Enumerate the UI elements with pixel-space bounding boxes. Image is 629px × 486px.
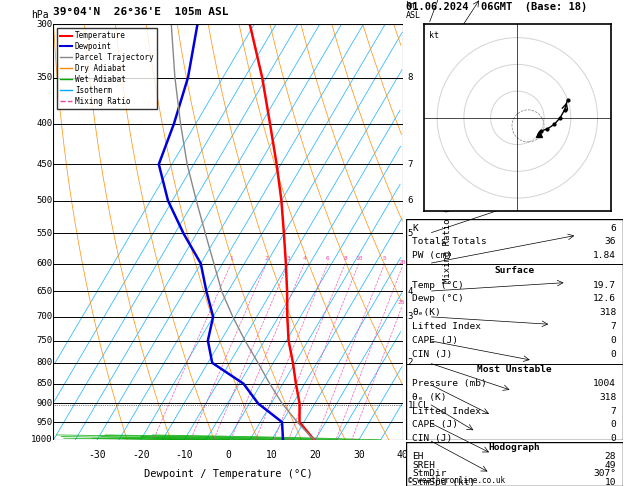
Text: 550: 550 (36, 229, 52, 238)
Text: 8: 8 (408, 73, 413, 82)
Text: 20: 20 (309, 450, 321, 460)
Text: -10: -10 (175, 450, 193, 460)
Text: 650: 650 (36, 287, 52, 295)
Text: -20: -20 (132, 450, 150, 460)
Text: 7: 7 (611, 322, 616, 331)
Text: θₑ(K): θₑ(K) (412, 308, 441, 317)
Legend: Temperature, Dewpoint, Parcel Trajectory, Dry Adiabat, Wet Adiabat, Isotherm, Mi: Temperature, Dewpoint, Parcel Trajectory… (57, 28, 157, 109)
Text: Totals Totals: Totals Totals (412, 238, 487, 246)
Text: 4: 4 (303, 257, 306, 261)
Text: 1004: 1004 (593, 379, 616, 388)
Text: 19.7: 19.7 (593, 280, 616, 290)
Text: Lifted Index: Lifted Index (412, 322, 481, 331)
Text: 318: 318 (599, 308, 616, 317)
Text: 1.84: 1.84 (593, 251, 616, 260)
Text: 850: 850 (36, 379, 52, 388)
Text: 25: 25 (398, 300, 405, 305)
Text: 3: 3 (408, 312, 413, 321)
Text: 450: 450 (36, 160, 52, 169)
Text: 700: 700 (36, 312, 52, 321)
Text: 1: 1 (229, 257, 233, 261)
Text: Hodograph: Hodograph (488, 443, 540, 452)
Text: 39°04'N  26°36'E  105m ASL: 39°04'N 26°36'E 105m ASL (53, 7, 229, 17)
Text: 0: 0 (611, 434, 616, 443)
Text: 8: 8 (343, 257, 347, 261)
Text: 1LCL: 1LCL (408, 401, 430, 410)
Text: EH: EH (412, 452, 424, 461)
Text: Dewp (°C): Dewp (°C) (412, 294, 464, 303)
Text: K: K (412, 224, 418, 233)
Text: CAPE (J): CAPE (J) (412, 336, 458, 345)
Text: -30: -30 (88, 450, 106, 460)
Text: 6: 6 (326, 257, 330, 261)
Text: 0: 0 (611, 420, 616, 429)
Text: 4: 4 (408, 287, 413, 295)
Text: CIN (J): CIN (J) (412, 349, 452, 359)
Text: 2: 2 (408, 358, 413, 367)
Text: 600: 600 (36, 259, 52, 268)
Text: 49: 49 (604, 461, 616, 469)
Text: 500: 500 (36, 196, 52, 205)
Text: 36: 36 (604, 238, 616, 246)
Text: 400: 400 (36, 119, 52, 128)
Text: StmDir: StmDir (412, 469, 447, 478)
Text: kt: kt (429, 31, 439, 40)
Text: 307°: 307° (593, 469, 616, 478)
Text: 900: 900 (36, 399, 52, 408)
Text: 6: 6 (408, 196, 413, 205)
Text: km
ASL: km ASL (406, 1, 421, 20)
Text: 800: 800 (36, 358, 52, 367)
Text: 350: 350 (36, 73, 52, 82)
Text: Most Unstable: Most Unstable (477, 365, 552, 374)
Text: 750: 750 (36, 336, 52, 345)
Text: 1000: 1000 (31, 435, 52, 444)
Text: 01.06.2024  06GMT  (Base: 18): 01.06.2024 06GMT (Base: 18) (406, 2, 587, 12)
Text: 40: 40 (397, 450, 408, 460)
Text: Pressure (mb): Pressure (mb) (412, 379, 487, 388)
Text: 20: 20 (398, 260, 406, 265)
Text: 10: 10 (266, 450, 277, 460)
Text: StmSpd (kt): StmSpd (kt) (412, 478, 476, 486)
Text: 300: 300 (36, 20, 52, 29)
Text: 6: 6 (611, 224, 616, 233)
Text: hPa: hPa (31, 10, 48, 20)
Text: 28: 28 (604, 452, 616, 461)
Text: © weatheronline.co.uk: © weatheronline.co.uk (408, 476, 504, 485)
Text: CAPE (J): CAPE (J) (412, 420, 458, 429)
Text: CIN (J): CIN (J) (412, 434, 452, 443)
Text: Mixing Ratio (g/kg): Mixing Ratio (g/kg) (443, 181, 452, 283)
Text: PW (cm): PW (cm) (412, 251, 452, 260)
Text: 0: 0 (611, 349, 616, 359)
Text: 7: 7 (611, 407, 616, 416)
Text: 318: 318 (599, 393, 616, 401)
Text: SREH: SREH (412, 461, 435, 469)
Text: 0: 0 (225, 450, 231, 460)
Text: 30: 30 (353, 450, 365, 460)
Text: 5: 5 (408, 229, 413, 238)
Text: θₑ (K): θₑ (K) (412, 393, 447, 401)
Text: 5: 5 (382, 257, 386, 261)
Text: Dewpoint / Temperature (°C): Dewpoint / Temperature (°C) (143, 469, 313, 479)
Text: 12.6: 12.6 (593, 294, 616, 303)
Text: 7: 7 (408, 160, 413, 169)
Text: Temp (°C): Temp (°C) (412, 280, 464, 290)
Text: 10: 10 (355, 257, 362, 261)
Text: Surface: Surface (494, 266, 534, 275)
Text: Lifted Index: Lifted Index (412, 407, 481, 416)
Text: 2: 2 (265, 257, 269, 261)
Text: 950: 950 (36, 417, 52, 427)
Text: 10: 10 (604, 478, 616, 486)
Text: 0: 0 (611, 336, 616, 345)
Text: 3: 3 (286, 257, 290, 261)
